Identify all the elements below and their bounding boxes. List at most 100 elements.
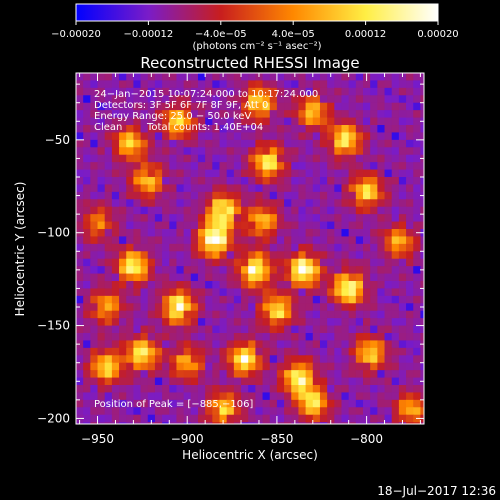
heatmap-cell bbox=[248, 162, 256, 171]
heatmap-cell bbox=[97, 340, 106, 349]
heatmap-cell bbox=[97, 422, 106, 424]
heatmap-cell bbox=[233, 221, 242, 230]
heatmap-cell bbox=[90, 184, 99, 193]
heatmap-cell bbox=[255, 132, 264, 141]
heatmap-cell bbox=[226, 80, 235, 89]
heatmap-cell bbox=[90, 236, 99, 245]
heatmap-cell bbox=[212, 243, 221, 252]
heatmap-cell bbox=[190, 295, 199, 304]
heatmap-cell bbox=[241, 154, 249, 163]
heatmap-cell bbox=[363, 229, 371, 238]
heatmap-cell bbox=[90, 362, 99, 371]
heatmap-cell bbox=[319, 407, 328, 416]
heatmap-cell bbox=[334, 295, 343, 304]
heatmap-cell bbox=[248, 199, 256, 208]
heatmap-cell bbox=[298, 147, 307, 156]
heatmap-cell bbox=[413, 221, 422, 230]
heatmap-cell bbox=[140, 347, 149, 356]
heatmap-cell bbox=[119, 407, 127, 416]
heatmap-cell bbox=[370, 139, 378, 148]
heatmap-cell bbox=[197, 95, 206, 104]
heatmap-cell bbox=[90, 214, 99, 223]
heatmap-cell bbox=[176, 281, 185, 290]
heatmap-cell bbox=[190, 236, 199, 245]
heatmap-cell bbox=[341, 147, 350, 156]
heatmap-cell bbox=[398, 362, 407, 371]
heatmap-cell bbox=[384, 251, 393, 260]
heatmap-cell bbox=[312, 288, 321, 297]
heatmap-cell bbox=[384, 199, 393, 208]
heatmap-cell bbox=[133, 355, 142, 364]
heatmap-cell bbox=[377, 310, 386, 319]
heatmap-cell bbox=[420, 206, 424, 215]
heatmap-cell bbox=[255, 184, 264, 193]
heatmap-cell bbox=[76, 199, 84, 208]
heatmap-cell bbox=[420, 333, 424, 342]
heatmap-cell bbox=[183, 347, 192, 356]
heatmap-cell bbox=[119, 340, 127, 349]
heatmap-cell bbox=[169, 87, 178, 96]
heatmap-cell bbox=[197, 236, 206, 245]
heatmap-cell bbox=[398, 132, 407, 141]
heatmap-cell bbox=[312, 392, 321, 401]
heatmap-cell bbox=[83, 154, 91, 163]
heatmap-cell bbox=[140, 117, 149, 126]
heatmap-cell bbox=[219, 385, 228, 394]
heatmap-cell bbox=[76, 333, 84, 342]
heatmap-cell bbox=[104, 147, 113, 156]
heatmap-cell bbox=[212, 206, 221, 215]
heatmap-cell bbox=[226, 385, 235, 394]
heatmap-cell bbox=[190, 243, 199, 252]
heatmap-cell bbox=[398, 258, 407, 267]
heatmap-cell bbox=[205, 214, 213, 223]
heatmap-cell bbox=[183, 229, 192, 238]
heatmap-cell bbox=[233, 169, 242, 178]
heatmap-cell bbox=[327, 385, 335, 394]
heatmap-cell bbox=[391, 407, 400, 416]
heatmap-cell bbox=[298, 251, 307, 260]
heatmap-cell bbox=[190, 147, 199, 156]
heatmap-cell bbox=[154, 370, 163, 379]
heatmap-cell bbox=[140, 102, 149, 111]
heatmap-cell bbox=[355, 392, 364, 401]
heatmap-cell bbox=[133, 258, 142, 267]
heatmap-cell bbox=[212, 399, 221, 408]
heatmap-cell bbox=[341, 414, 350, 423]
heatmap-cell bbox=[276, 266, 285, 275]
heatmap-cell bbox=[348, 191, 357, 200]
heatmap-cell bbox=[377, 303, 386, 312]
heatmap-cell bbox=[126, 318, 135, 327]
heatmap-cell bbox=[398, 288, 407, 297]
heatmap-cell bbox=[391, 325, 400, 334]
heatmap-cell bbox=[406, 377, 414, 386]
heatmap-cell bbox=[83, 347, 91, 356]
heatmap-cell bbox=[97, 258, 106, 267]
heatmap-cell bbox=[226, 184, 235, 193]
heatmap-cell bbox=[126, 295, 135, 304]
heatmap-cell bbox=[162, 102, 170, 111]
heatmap-cell bbox=[162, 147, 170, 156]
heatmap-cell bbox=[312, 125, 321, 134]
heatmap-cell bbox=[341, 236, 350, 245]
heatmap-cell bbox=[291, 288, 300, 297]
heatmap-cell bbox=[298, 206, 307, 215]
heatmap-cell bbox=[348, 199, 357, 208]
heatmap-cell bbox=[291, 377, 300, 386]
heatmap-cell bbox=[327, 295, 335, 304]
heatmap-cell bbox=[319, 266, 328, 275]
heatmap-cell bbox=[133, 377, 142, 386]
heatmap-cell bbox=[319, 139, 328, 148]
heatmap-cell bbox=[176, 303, 185, 312]
heatmap-cell bbox=[76, 399, 84, 408]
heatmap-cell bbox=[241, 243, 249, 252]
heatmap-cell bbox=[305, 162, 314, 171]
heatmap-cell bbox=[348, 236, 357, 245]
heatmap-cell bbox=[219, 191, 228, 200]
heatmap-cell bbox=[298, 162, 307, 171]
heatmap-cell bbox=[284, 422, 292, 424]
heatmap-cell bbox=[269, 347, 278, 356]
heatmap-cell bbox=[348, 102, 357, 111]
heatmap-cell bbox=[384, 281, 393, 290]
heatmap-cell bbox=[205, 87, 213, 96]
heatmap-cell bbox=[140, 370, 149, 379]
